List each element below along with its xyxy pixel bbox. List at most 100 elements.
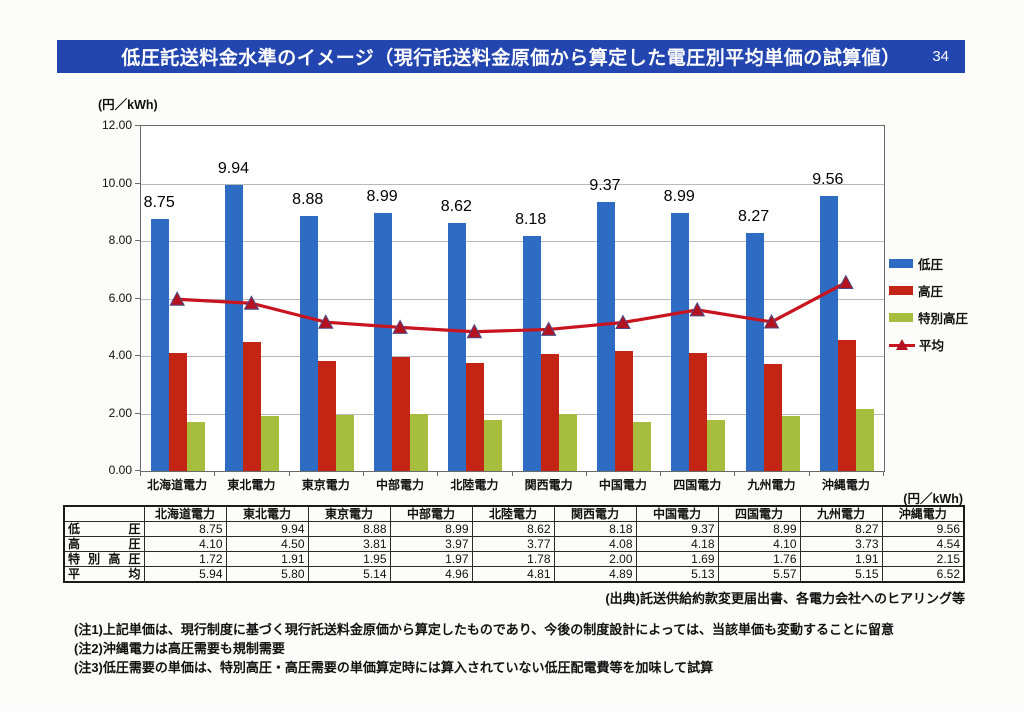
y-axis-tick	[135, 470, 140, 471]
bar	[614, 350, 633, 471]
y-axis-tick-label: 4.00	[108, 348, 132, 362]
page-number: 34	[932, 48, 949, 65]
table-cell: 8.99	[389, 521, 473, 537]
legend-item: 高圧	[889, 277, 968, 304]
table-cell: 5.57	[717, 566, 801, 583]
bar	[448, 223, 467, 471]
table-header-cell	[63, 505, 145, 522]
gridline	[141, 356, 884, 357]
table-cell: 4.10	[717, 536, 801, 552]
table-cell: 3.77	[471, 536, 555, 552]
bar	[632, 422, 651, 471]
y-axis-tick	[135, 182, 140, 184]
bar-data-label: 8.18	[515, 210, 547, 228]
table-cell: 8.88	[307, 521, 391, 537]
x-axis-category-label: 沖縄電力	[821, 478, 870, 492]
x-axis-category-label: 北陸電力	[450, 478, 499, 492]
table-cell: 8.62	[471, 521, 555, 537]
bar-data-label: 8.27	[737, 208, 770, 226]
bar	[763, 363, 782, 471]
table-cell: 5.80	[225, 566, 309, 583]
notes-block: (注1)上記単価は、現行制度に基づく現行託送料金原価から算定したものであり、今後…	[74, 620, 894, 677]
x-axis-tick	[511, 471, 513, 476]
x-axis-tick	[437, 471, 439, 476]
x-axis-tick	[883, 471, 884, 476]
x-axis-tick	[585, 471, 587, 476]
bar	[335, 414, 354, 471]
y-axis-tick-label: 10.00	[101, 175, 132, 190]
table-cell: 5.13	[635, 566, 719, 583]
bar	[522, 235, 541, 471]
y-axis-tick	[135, 240, 140, 241]
table-cell: 3.73	[799, 536, 883, 552]
bar	[855, 409, 874, 471]
x-axis-category-label: 関西電力	[524, 478, 573, 492]
y-axis-tick-label: 2.00	[108, 405, 132, 420]
table-header-cell: 中部電力	[389, 505, 473, 522]
gridline	[141, 241, 884, 242]
table-cell: 9.94	[225, 521, 309, 537]
legend-swatch	[889, 259, 913, 268]
bar-data-label: 9.94	[217, 160, 250, 178]
table-cell: 4.54	[881, 536, 965, 552]
bar-data-label: 9.37	[589, 176, 621, 194]
bar	[540, 353, 559, 471]
table-row-label: 高圧	[63, 536, 145, 552]
x-axis-category-label: 中国電力	[598, 478, 647, 492]
table-cell: 4.96	[389, 566, 473, 583]
table-cell: 5.14	[307, 566, 391, 583]
bar	[837, 340, 856, 471]
table-cell: 3.81	[307, 536, 391, 552]
source-note: (出典)託送供給約款変更届出書、各電力会社へのヒアリング等	[605, 591, 965, 606]
bar	[151, 219, 170, 471]
table-cell: 8.27	[799, 521, 883, 537]
note-line: (注2)沖縄電力は高圧需要も規制需要	[74, 641, 285, 656]
y-axis-tick	[135, 125, 140, 126]
x-axis-tick	[288, 471, 290, 476]
table-cell: 9.37	[635, 521, 719, 537]
table-cell: 4.10	[143, 536, 227, 552]
table-row: 平均 5.94 5.80 5.14 4.96 4.81 4.89 5.13 5.57 5.15 6.…	[63, 566, 965, 583]
table-cell: 4.89	[553, 566, 637, 583]
bar	[484, 419, 503, 471]
legend-triangle-marker	[896, 338, 908, 350]
y-axis-tick	[135, 297, 140, 299]
legend-item: 特別高圧	[889, 304, 968, 331]
table-header-cell: 中国電力	[635, 505, 719, 522]
x-axis-tick	[362, 471, 364, 476]
table-cell: 8.99	[717, 521, 801, 537]
table-header-cell: 九州電力	[799, 505, 883, 522]
y-axis-tick-label: 12.00	[101, 118, 132, 132]
note-line: (注1)上記単価は、現行制度に基づく現行託送料金原価から算定したものであり、今後…	[74, 622, 894, 637]
x-axis-tick	[660, 471, 662, 476]
table-row-label: 低圧	[63, 521, 145, 537]
x-axis-tick	[140, 471, 141, 476]
gridline	[141, 183, 884, 185]
table-cell: 3.97	[389, 536, 473, 552]
table-row: 特別高圧 1.72 1.91 1.95 1.97 1.78 2.00 1.69 1.76 1.91…	[63, 551, 965, 567]
table-cell: 8.75	[143, 521, 227, 537]
bar-data-label: 8.62	[440, 198, 472, 216]
chart-plot-area	[140, 125, 885, 472]
x-axis-tick	[214, 471, 216, 476]
title-bar: 低圧託送料金水準のイメージ（現行託送料金原価から算定した電圧別平均単価の試算値）…	[57, 40, 965, 73]
legend-label: 低圧	[918, 258, 944, 272]
bar	[392, 356, 411, 471]
table-cell: 2.15	[881, 551, 965, 567]
table-header-cell: 東北電力	[225, 505, 309, 522]
table-cell: 4.50	[225, 536, 309, 552]
table-cell: 1.91	[225, 551, 309, 567]
y-axis-tick-label: 8.00	[108, 233, 132, 247]
x-axis-category-label: 東京電力	[301, 478, 350, 492]
table-cell: 1.95	[307, 551, 391, 567]
data-table: 北海道電力 東北電力 東京電力 中部電力 北陸電力 関西電力 中国電力 四国電力 九州電力 沖縄電…	[63, 505, 965, 583]
table-row: 高圧 4.10 4.50 3.81 3.97 3.77 4.08 4.18 4.10 3.73 4.…	[63, 536, 965, 552]
legend-item: 低圧	[889, 250, 968, 277]
table-cell: 4.81	[471, 566, 555, 583]
table-header-cell: 四国電力	[717, 505, 801, 522]
legend-swatch	[889, 286, 913, 295]
bar	[596, 201, 615, 471]
table-row-label: 平均	[63, 566, 145, 583]
bar	[187, 421, 206, 471]
